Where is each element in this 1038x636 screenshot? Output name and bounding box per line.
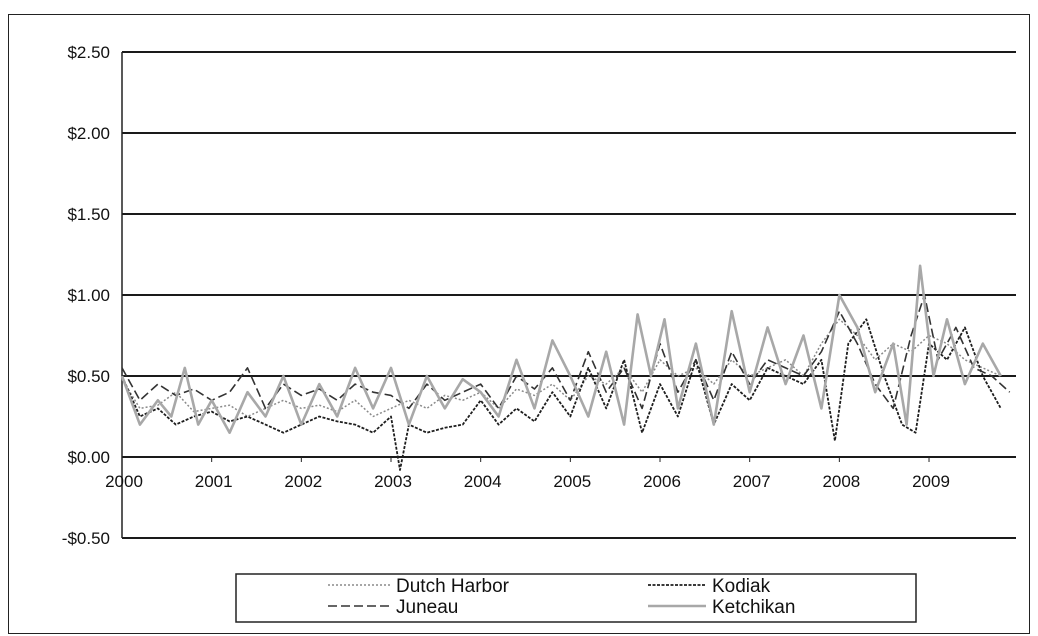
y-tick-label: $1.50 bbox=[67, 205, 110, 224]
x-tick-labels: 2000 2001 2002 2003 2004 2005 2006 2007 2008 2009 bbox=[105, 457, 950, 491]
x-tick-label: 2004 bbox=[464, 472, 502, 491]
y-tick-label: $2.00 bbox=[67, 124, 110, 143]
legend-box bbox=[235, 573, 917, 623]
legend-label-ketchikan: Ketchikan bbox=[712, 597, 795, 618]
legend-label-kodiak: Kodiak bbox=[712, 576, 771, 597]
y-tick-label: $0.50 bbox=[67, 367, 110, 386]
x-tick-label: 2009 bbox=[912, 472, 950, 491]
chart-frame bbox=[8, 14, 1030, 634]
series-lines bbox=[120, 264, 1011, 471]
x-tick-label: 2003 bbox=[374, 472, 412, 491]
y-tick-labels: $2.50 $2.00 $1.50 $1.00 $0.50 $0.00 -$0.50 bbox=[62, 43, 110, 548]
y-tick-label: $0.00 bbox=[67, 448, 110, 467]
y-tick-label: $2.50 bbox=[67, 43, 110, 62]
gridlines bbox=[122, 51, 1016, 539]
legend: Dutch Harbor Kodiak Juneau Ketchikan bbox=[235, 573, 917, 623]
x-tick-label: 2001 bbox=[195, 472, 233, 491]
legend-label-juneau: Juneau bbox=[396, 597, 458, 618]
series-line-kodiak bbox=[121, 318, 1002, 471]
x-tick-label: 2006 bbox=[643, 472, 681, 491]
y-tick-label: $1.00 bbox=[67, 286, 110, 305]
series-line-ketchikan bbox=[120, 264, 1002, 434]
x-tick-label: 2008 bbox=[822, 472, 860, 491]
y-tick-label: -$0.50 bbox=[62, 529, 110, 548]
x-tick-label: 2005 bbox=[553, 472, 591, 491]
x-tick-label: 2000 bbox=[105, 472, 143, 491]
legend-label-dutch-harbor: Dutch Harbor bbox=[396, 576, 510, 597]
x-tick-label: 2007 bbox=[733, 472, 771, 491]
x-tick-label: 2002 bbox=[284, 472, 322, 491]
